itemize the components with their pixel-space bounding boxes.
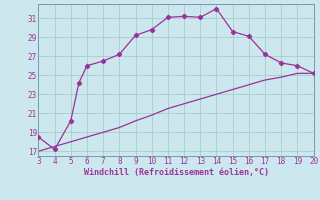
X-axis label: Windchill (Refroidissement éolien,°C): Windchill (Refroidissement éolien,°C) (84, 168, 268, 177)
